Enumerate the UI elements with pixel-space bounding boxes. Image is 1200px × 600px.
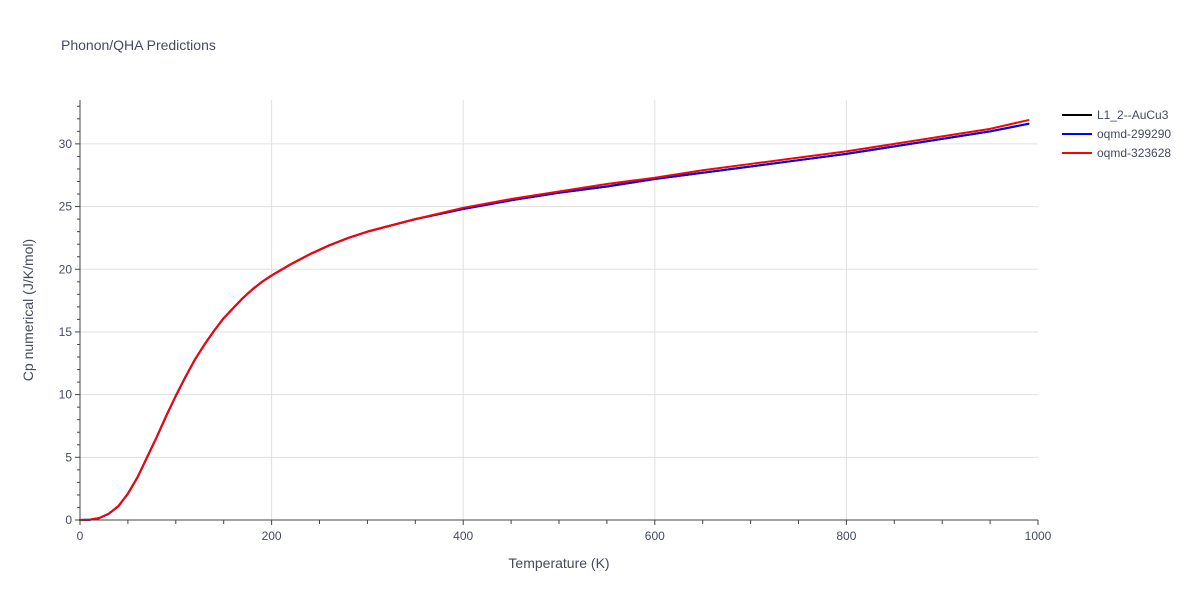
legend-label: oqmd-323628 xyxy=(1097,146,1171,160)
y-tick-label: 0 xyxy=(65,513,72,527)
x-tick-label: 0 xyxy=(77,529,84,543)
x-tick-label: 800 xyxy=(836,529,856,543)
y-tick-label: 5 xyxy=(65,450,72,464)
legend-label: L1_2--AuCu3 xyxy=(1097,108,1169,122)
legend-item-oqmd-323628[interactable]: oqmd-323628 xyxy=(1062,146,1171,160)
y-tick-label: 25 xyxy=(59,200,73,214)
x-tick-label: 600 xyxy=(645,529,665,543)
legend-item-L1_2--AuCu3[interactable]: L1_2--AuCu3 xyxy=(1062,108,1169,122)
x-tick-label: 200 xyxy=(262,529,282,543)
y-tick-label: 30 xyxy=(59,137,73,151)
axis-layer: 0 200 400 600 800 1000 0 5 10 15 20 25 30 xyxy=(59,100,1052,543)
legend-label: oqmd-299290 xyxy=(1097,127,1171,141)
series-line-oqmd-323628[interactable] xyxy=(79,119,1030,521)
y-tick-label: 10 xyxy=(59,388,73,402)
legend[interactable]: L1_2--AuCu3 oqmd-299290 oqmd-323628 xyxy=(1062,108,1171,160)
x-tick-label: 400 xyxy=(453,529,473,543)
y-tick-label: 20 xyxy=(59,262,73,276)
y-axis-title: Cp numerical (J/K/mol) xyxy=(20,239,36,381)
grid-layer xyxy=(80,100,1038,520)
chart-title: Phonon/QHA Predictions xyxy=(61,37,216,53)
y-tick-label: 15 xyxy=(59,325,73,339)
series-layer xyxy=(79,119,1030,521)
x-axis-title: Temperature (K) xyxy=(508,555,609,571)
x-tick-label: 1000 xyxy=(1025,529,1052,543)
legend-item-oqmd-299290[interactable]: oqmd-299290 xyxy=(1062,127,1171,141)
